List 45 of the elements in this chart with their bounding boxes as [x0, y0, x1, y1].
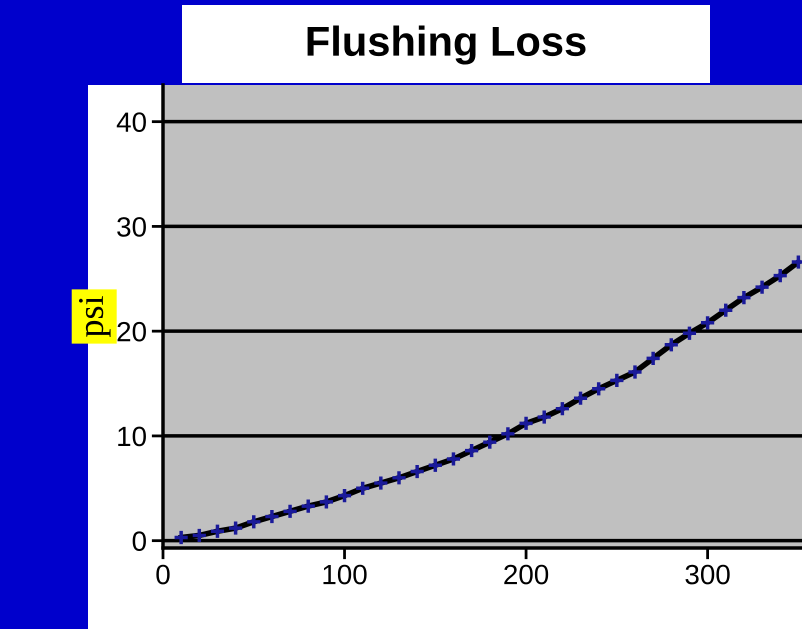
point: [227, 520, 244, 536]
point: [481, 434, 498, 451]
point: [681, 324, 698, 342]
point: [408, 463, 426, 480]
point: [282, 503, 298, 520]
point: [354, 480, 372, 497]
x-tick-label: 200: [504, 564, 548, 584]
point: [772, 267, 789, 284]
point: [426, 456, 444, 474]
point: [536, 408, 553, 426]
y-tick-label: 20: [118, 322, 146, 342]
point: [608, 372, 626, 389]
x-tick-label: 100: [323, 564, 367, 584]
point: [209, 522, 226, 540]
point: [754, 278, 770, 296]
point: [245, 513, 262, 530]
point: [300, 498, 317, 514]
point: [390, 469, 408, 486]
point: [699, 314, 716, 332]
point: [590, 380, 608, 398]
chart-title: Flushing Loss: [308, 25, 586, 65]
point: [500, 426, 516, 442]
point: [445, 450, 462, 468]
y-axis-title: psi: [78, 296, 111, 337]
point: [717, 302, 734, 319]
point: [518, 415, 534, 432]
point: [190, 527, 208, 544]
point: [626, 364, 644, 380]
point: [644, 350, 662, 367]
point: [336, 487, 353, 504]
point: [554, 400, 571, 418]
point: [572, 390, 589, 407]
point: [662, 336, 680, 354]
x-tick-label: 0: [156, 564, 170, 584]
point: [264, 508, 280, 525]
point: [736, 289, 752, 306]
y-tick-label: 0: [132, 531, 146, 552]
y-tick-label: 10: [118, 426, 146, 446]
point: [372, 474, 390, 492]
y-tick-label: 40: [116, 112, 146, 132]
point: [318, 494, 335, 510]
point: [463, 442, 480, 459]
x-tick-label: 300: [685, 564, 730, 584]
point: [172, 529, 190, 546]
y-tick-label: 30: [117, 217, 146, 237]
